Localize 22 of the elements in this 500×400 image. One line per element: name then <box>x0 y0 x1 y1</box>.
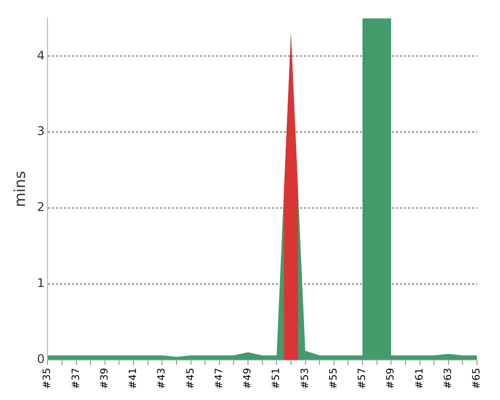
x-tick-label: #47 <box>214 368 225 390</box>
x-tick-label: #53 <box>300 368 311 390</box>
y-tick-label: 4 <box>36 48 45 62</box>
y-tick-label: 2 <box>36 200 45 214</box>
y-axis-title: mins <box>10 170 29 208</box>
x-tick-label: #41 <box>128 368 140 390</box>
x-tick-label: #35 <box>42 368 54 390</box>
y-tick-label: 0 <box>36 352 45 366</box>
x-tick-label: #61 <box>414 368 426 390</box>
x-tick-label: #59 <box>386 368 397 390</box>
y-tick-label: 3 <box>36 124 45 138</box>
x-tick-label: #65 <box>472 368 483 390</box>
x-tick-label: #45 <box>185 368 196 390</box>
x-tick-label: #63 <box>442 368 454 390</box>
y-tick-label: 1 <box>36 276 45 290</box>
x-tick-label: #57 <box>357 368 368 390</box>
x-tick-label: #37 <box>70 368 82 390</box>
x-tick-label: #39 <box>99 368 110 390</box>
x-tick-label: #55 <box>328 368 340 390</box>
x-tick-label: #49 <box>242 368 254 390</box>
x-tick-label: #51 <box>271 368 282 390</box>
x-tick-label: #43 <box>156 368 168 390</box>
